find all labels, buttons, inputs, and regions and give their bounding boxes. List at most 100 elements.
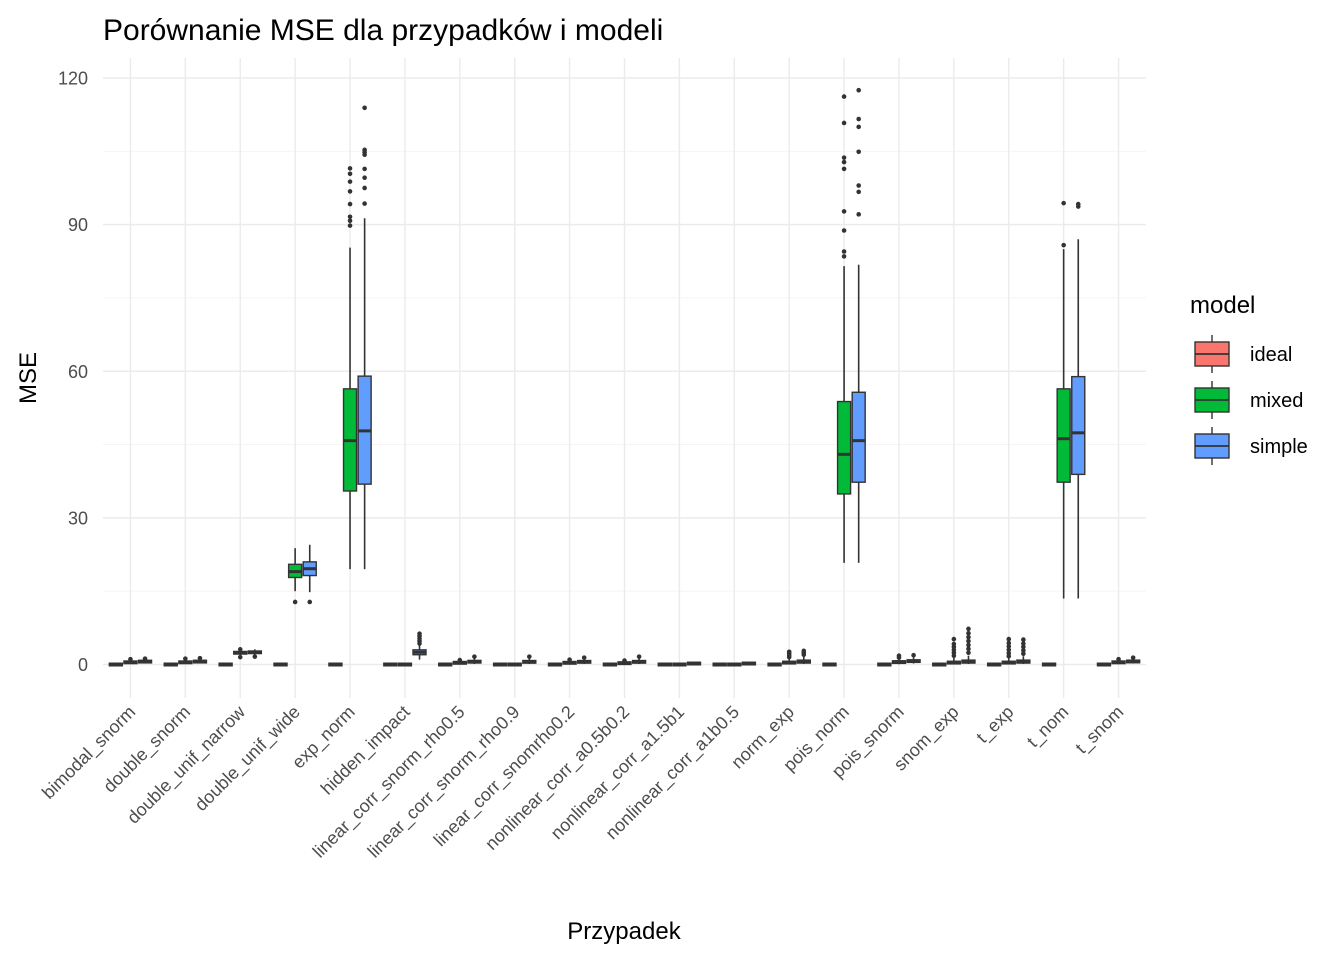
outlier-point xyxy=(636,654,642,659)
outlier-point xyxy=(128,656,133,662)
x-tick-label: t_nom xyxy=(1023,702,1073,752)
box-mixed xyxy=(946,636,962,665)
box-simple xyxy=(247,649,263,659)
outlier-point xyxy=(622,658,627,663)
outlier-point xyxy=(896,653,902,659)
x-axis-title: Przypadek xyxy=(567,918,681,945)
box-simple xyxy=(137,656,153,664)
outlier-point xyxy=(966,638,971,644)
box-iqr xyxy=(851,391,866,483)
outlier-point xyxy=(347,166,353,171)
outlier-point xyxy=(457,657,463,663)
outlier-point xyxy=(237,647,243,652)
outlier-point xyxy=(1006,647,1012,653)
outlier-point xyxy=(347,171,353,177)
outlier-point xyxy=(581,655,587,660)
y-tick-label: 120 xyxy=(58,69,88,89)
outlier-point xyxy=(801,648,807,654)
outlier-point xyxy=(951,641,957,647)
box-simple xyxy=(796,648,811,665)
outlier-point xyxy=(966,646,971,652)
outlier-point xyxy=(252,654,258,659)
outlier-point xyxy=(966,650,971,656)
outlier-point xyxy=(856,149,861,155)
plot-boxes xyxy=(108,87,1141,667)
y-tick-label: 0 xyxy=(78,655,88,675)
outlier-point xyxy=(1021,648,1026,653)
outlier-point xyxy=(966,626,971,632)
outlier-point xyxy=(567,657,572,662)
box-simple xyxy=(906,652,921,664)
legend-item-mixed: mixed xyxy=(1194,381,1303,419)
x-tick-label: t_snom xyxy=(1071,702,1128,759)
outlier-point xyxy=(841,228,847,233)
outlier-point xyxy=(841,159,847,165)
box-mixed xyxy=(1111,656,1126,665)
outlier-point xyxy=(1006,640,1012,646)
outlier-point xyxy=(841,120,847,126)
outlier-point xyxy=(856,87,861,93)
box-mixed xyxy=(727,662,742,667)
box-simple xyxy=(467,654,482,665)
box-simple xyxy=(1016,637,1031,665)
outlier-point xyxy=(362,185,367,191)
outlier-point xyxy=(841,249,847,254)
outlier-point xyxy=(347,189,353,194)
outlier-point xyxy=(197,655,203,661)
outlier-point xyxy=(1061,200,1066,206)
box-mixed xyxy=(507,662,522,667)
box-simple xyxy=(302,544,317,605)
outlier-point xyxy=(527,654,532,659)
y-axis-title: MSE xyxy=(15,352,42,404)
outlier-point xyxy=(362,175,367,181)
box-iqr xyxy=(1071,375,1086,476)
box-iqr xyxy=(836,400,852,495)
box-ideal xyxy=(492,662,508,667)
outlier-point xyxy=(951,636,957,642)
box-mixed xyxy=(123,656,138,665)
box-mixed xyxy=(562,657,577,665)
legend: model ideal mixed simple xyxy=(1190,292,1308,465)
outlier-point xyxy=(1130,655,1136,660)
outlier-point xyxy=(841,209,847,214)
box-mixed xyxy=(891,653,907,665)
box-ideal xyxy=(108,662,124,667)
x-tick-label: t_exp xyxy=(972,702,1018,748)
outlier-point xyxy=(347,201,353,207)
chart-title: Porównanie MSE dla przypadków i modeli xyxy=(103,14,663,47)
box-simple xyxy=(686,661,702,666)
legend-label: mixed xyxy=(1250,390,1303,412)
legend-label: simple xyxy=(1250,436,1308,458)
box-ideal xyxy=(383,662,398,667)
box-ideal xyxy=(932,662,947,667)
box-simple xyxy=(1071,201,1086,599)
box-simple xyxy=(961,626,976,665)
outlier-point xyxy=(183,656,188,661)
box-mixed xyxy=(233,647,248,660)
outlier-point xyxy=(966,642,971,648)
outlier-point xyxy=(1061,242,1066,248)
box-simple xyxy=(851,87,866,563)
box-ideal xyxy=(877,662,892,667)
x-tick-label: bimodal_snorm xyxy=(38,702,140,804)
outlier-point xyxy=(1021,637,1026,642)
box-iqr xyxy=(1056,388,1071,483)
outlier-point xyxy=(347,218,353,224)
box-ideal xyxy=(328,662,343,667)
box-mixed xyxy=(342,166,358,570)
outlier-point xyxy=(856,212,861,217)
outlier-point xyxy=(1021,651,1026,657)
outlier-point xyxy=(841,94,847,99)
outlier-point xyxy=(417,631,422,637)
outlier-point xyxy=(856,189,861,195)
box-ideal xyxy=(602,662,618,667)
outlier-point xyxy=(911,652,916,658)
outlier-point xyxy=(786,649,792,655)
outlier-point xyxy=(472,654,477,659)
outlier-point xyxy=(237,654,243,660)
legend-item-simple: simple xyxy=(1194,427,1308,465)
outlier-point xyxy=(1006,636,1012,642)
box-mixed xyxy=(672,662,687,667)
box-simple xyxy=(741,661,757,666)
